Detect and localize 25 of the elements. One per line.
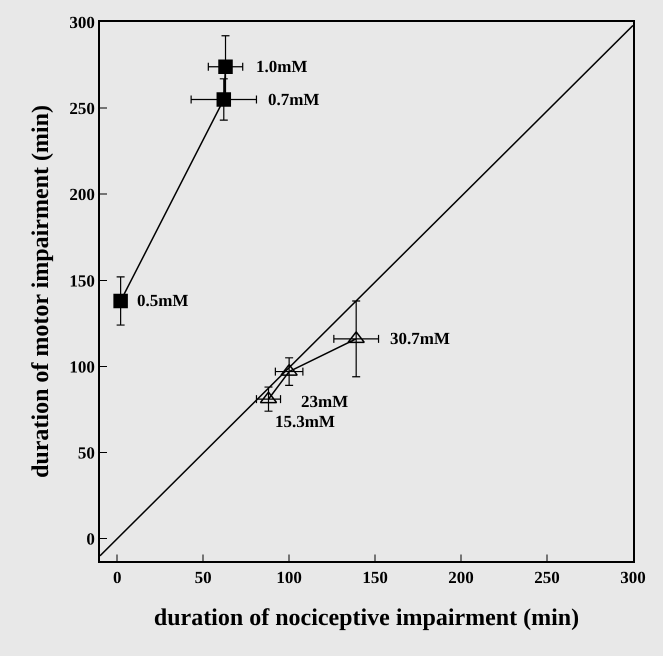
y-axis-title: duration of motor impairment (min) [28, 105, 54, 478]
x-tick-label: 200 [448, 568, 474, 588]
y-tick-label: 150 [69, 271, 95, 290]
point [216, 92, 232, 107]
y-tick-label: 100 [69, 357, 95, 376]
point [218, 60, 233, 74]
annotation: 15.3mM [275, 412, 335, 431]
y-tick-label: 50 [78, 443, 95, 462]
annotation: 0.5mM [137, 291, 188, 310]
x-tick-label: 150 [362, 568, 388, 588]
annotation: 30.7mM [390, 329, 450, 348]
x-axis-title: duration of nociceptive impairment (min) [154, 604, 580, 631]
annotation: 0.7mM [268, 90, 320, 109]
y-tick-label: 200 [69, 185, 95, 204]
annotation: 23mM [301, 392, 348, 411]
point [113, 294, 128, 308]
x-tick-label: 0 [112, 568, 122, 588]
y-tick-label: 250 [69, 99, 95, 118]
y-tick-label: 300 [69, 12, 95, 32]
annotation: 1.0mM [256, 57, 308, 76]
x-tick-label: 50 [194, 568, 212, 588]
x-tick-label: 100 [276, 568, 302, 588]
x-tick-label: 250 [534, 568, 560, 588]
y-tick-label: 0 [86, 530, 95, 549]
x-tick-label: 300 [620, 568, 646, 588]
